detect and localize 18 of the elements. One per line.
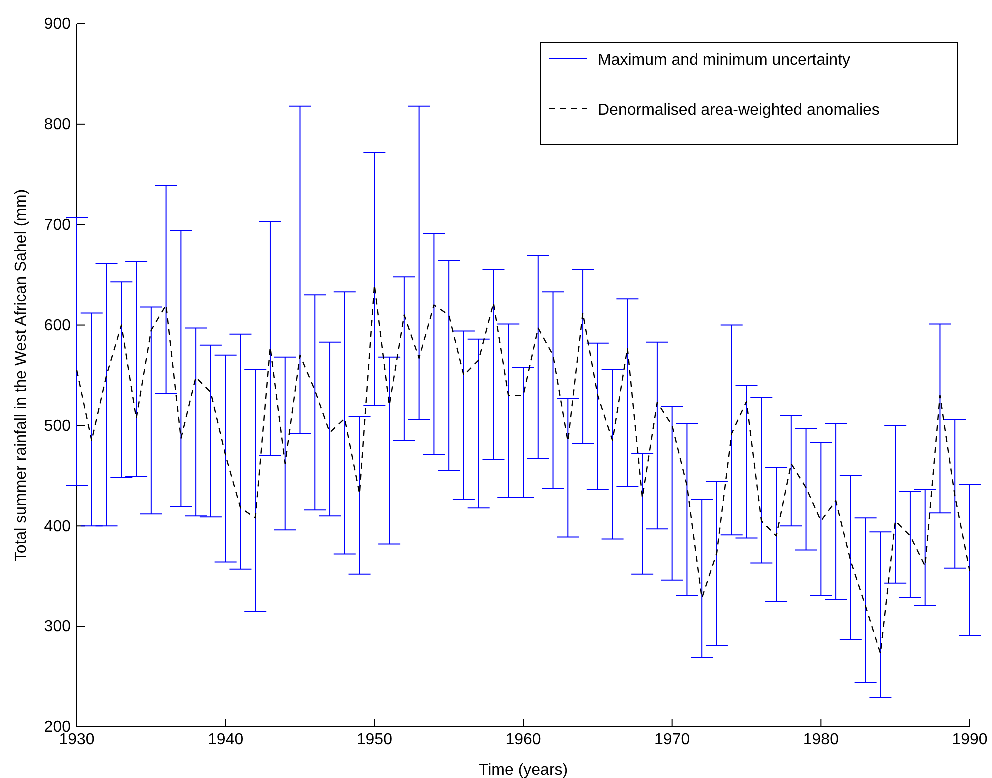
x-tick-label: 1980: [803, 731, 840, 748]
line-series: [76, 284, 971, 654]
annotation: Maximum and minimum uncertainty: [598, 52, 851, 69]
x-tick-label: 1940: [208, 731, 244, 748]
y-tick-label: 600: [44, 317, 72, 334]
x-tick-label: 1950: [356, 731, 393, 748]
legend-label: Denormalised area-weighted anomalies: [598, 102, 880, 119]
y-tick-label: 500: [44, 418, 72, 435]
y-tick-label: 800: [44, 116, 72, 134]
y-tick-label: 700: [44, 216, 72, 234]
x-tick-label: 1960: [506, 731, 542, 748]
x-tick-label: 1970: [654, 731, 690, 748]
y-tick-label: 400: [44, 518, 72, 536]
y-tick-label: 900: [44, 16, 72, 34]
y-tick-label: 300: [44, 618, 72, 636]
x-tick-label: 1990: [952, 731, 988, 748]
y-axis-title: Total summer rainfall in the West African Sahel (mm): [13, 189, 30, 562]
x-axis-title: Time (years): [478, 762, 568, 778]
